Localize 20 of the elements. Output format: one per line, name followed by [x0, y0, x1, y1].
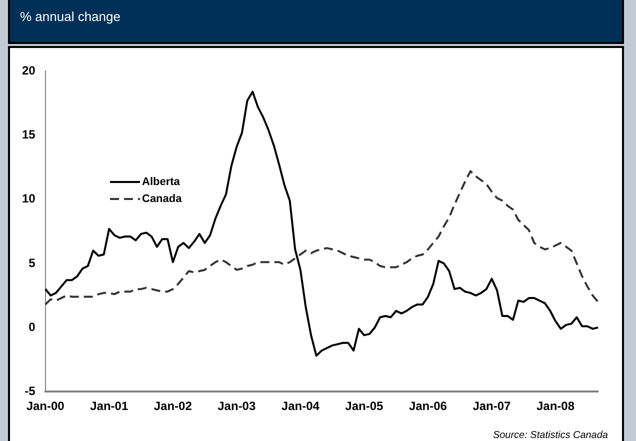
x-tick-label: Jan-02 — [154, 399, 192, 414]
x-tick-label: Jan-01 — [90, 399, 128, 414]
y-tick-label: 10 — [22, 192, 36, 206]
y-tick-label: 20 — [22, 64, 36, 78]
x-tick-label: Jan-05 — [345, 399, 384, 414]
line-series — [44, 170, 599, 306]
chart-subtitle: % annual change — [20, 9, 120, 24]
legend-label: Canada — [142, 192, 182, 204]
x-tick-label: Jan-03 — [218, 399, 256, 414]
x-tick-label: Jan-07 — [472, 399, 512, 414]
legend-label: Alberta — [142, 176, 180, 188]
y-tick-label: 15 — [22, 128, 36, 142]
source-note: Source: Statistics Canada — [492, 430, 608, 441]
y-tick-label: 5 — [28, 256, 36, 270]
x-tick-label: Jan-04 — [281, 399, 320, 414]
x-tick-label: Jan-08 — [536, 399, 575, 414]
y-tick-label: -5 — [24, 384, 36, 398]
y-tick-label: 0 — [28, 320, 36, 334]
x-tick-label: Jan-00 — [26, 399, 65, 414]
x-tick-label: Jan-06 — [408, 399, 448, 414]
